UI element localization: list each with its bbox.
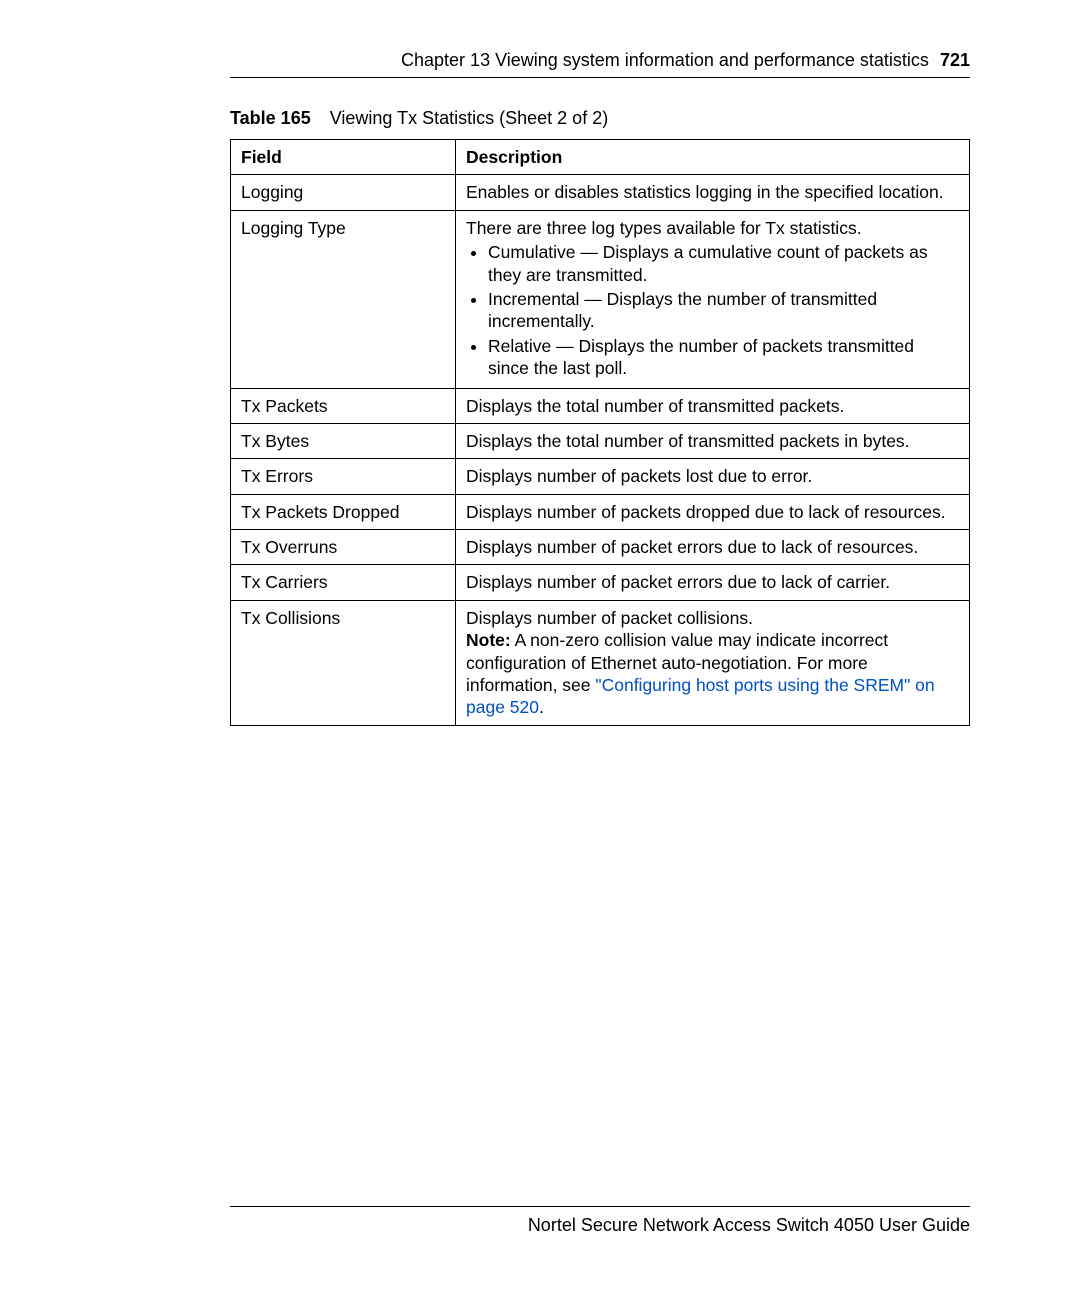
tx-statistics-table: Field Description Logging Enables or dis… [230, 139, 970, 726]
table-row: Logging Enables or disables statistics l… [231, 175, 970, 210]
cell-description: There are three log types available for … [456, 210, 970, 388]
table-row: Tx Overruns Displays number of packet er… [231, 530, 970, 565]
cell-field: Logging Type [231, 210, 456, 388]
cell-field: Tx Bytes [231, 423, 456, 458]
cell-field: Tx Overruns [231, 530, 456, 565]
table-row: Tx Collisions Displays number of packet … [231, 600, 970, 725]
cell-description: Displays number of packet collisions. No… [456, 600, 970, 725]
cell-description: Displays number of packet errors due to … [456, 530, 970, 565]
cell-description: Enables or disables statistics logging i… [456, 175, 970, 210]
cell-field: Tx Collisions [231, 600, 456, 725]
logging-type-list: Cumulative — Displays a cumulative count… [466, 241, 959, 379]
cell-field: Tx Carriers [231, 565, 456, 600]
chapter-title: Chapter 13 Viewing system information an… [401, 50, 929, 70]
table-caption: Table 165 Viewing Tx Statistics (Sheet 2… [230, 108, 970, 129]
running-header: Chapter 13 Viewing system information an… [230, 50, 970, 78]
cell-description: Displays number of packets dropped due t… [456, 494, 970, 529]
list-item: Relative — Displays the number of packet… [488, 335, 959, 380]
table-row: Tx Packets Dropped Displays number of pa… [231, 494, 970, 529]
cell-description: Displays number of packets lost due to e… [456, 459, 970, 494]
table-row: Tx Bytes Displays the total number of tr… [231, 423, 970, 458]
table-row: Logging Type There are three log types a… [231, 210, 970, 388]
document-page: Chapter 13 Viewing system information an… [0, 0, 1080, 1296]
cell-field: Logging [231, 175, 456, 210]
cell-field: Tx Packets [231, 388, 456, 423]
table-label: Table 165 [230, 108, 311, 128]
table-row: Tx Carriers Displays number of packet er… [231, 565, 970, 600]
note-label: Note: [466, 630, 511, 650]
cell-field: Tx Packets Dropped [231, 494, 456, 529]
cell-description: Displays the total number of transmitted… [456, 423, 970, 458]
table-row: Tx Packets Displays the total number of … [231, 388, 970, 423]
table-title: Viewing Tx Statistics (Sheet 2 of 2) [330, 108, 608, 128]
col-description: Description [456, 140, 970, 175]
cell-description: Displays the total number of transmitted… [456, 388, 970, 423]
page-number: 721 [940, 50, 970, 70]
collisions-line: Displays number of packet collisions. [466, 608, 753, 628]
table-row: Tx Errors Displays number of packets los… [231, 459, 970, 494]
list-item: Incremental — Displays the number of tra… [488, 288, 959, 333]
list-item: Cumulative — Displays a cumulative count… [488, 241, 959, 286]
note-text-b: . [539, 697, 544, 717]
logging-type-intro: There are three log types available for … [466, 218, 862, 238]
table-header-row: Field Description [231, 140, 970, 175]
running-footer: Nortel Secure Network Access Switch 4050… [230, 1206, 970, 1236]
col-field: Field [231, 140, 456, 175]
cell-field: Tx Errors [231, 459, 456, 494]
cell-description: Displays number of packet errors due to … [456, 565, 970, 600]
footer-text: Nortel Secure Network Access Switch 4050… [528, 1215, 970, 1235]
